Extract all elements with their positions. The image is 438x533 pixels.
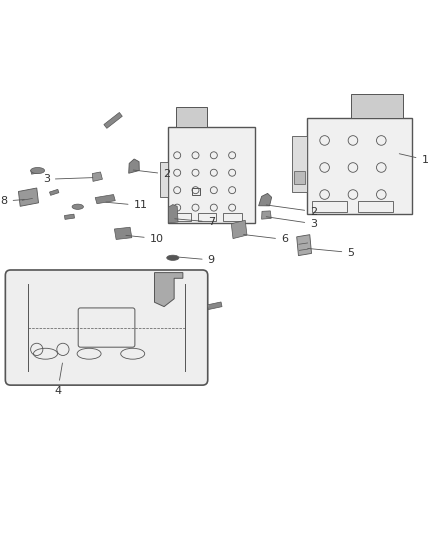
Polygon shape [104, 112, 122, 128]
Polygon shape [169, 205, 178, 223]
Polygon shape [18, 188, 39, 206]
Text: 1: 1 [399, 154, 428, 165]
Text: 9: 9 [179, 255, 215, 265]
Polygon shape [258, 193, 272, 206]
Polygon shape [297, 235, 311, 256]
Text: 10: 10 [126, 233, 164, 244]
Text: 8: 8 [0, 196, 25, 206]
Polygon shape [92, 172, 102, 181]
Polygon shape [261, 211, 271, 219]
Ellipse shape [31, 167, 45, 174]
Polygon shape [307, 118, 412, 214]
Ellipse shape [72, 204, 83, 209]
Polygon shape [31, 168, 41, 174]
Polygon shape [177, 107, 207, 127]
Polygon shape [294, 171, 305, 184]
Text: 5: 5 [308, 247, 354, 257]
Polygon shape [64, 214, 74, 220]
Polygon shape [95, 195, 115, 204]
Polygon shape [155, 272, 183, 306]
Polygon shape [114, 227, 132, 239]
Polygon shape [231, 220, 247, 239]
Polygon shape [129, 159, 139, 173]
Text: 2: 2 [133, 169, 170, 179]
Text: 3: 3 [43, 174, 93, 184]
Text: 11: 11 [106, 200, 148, 211]
Ellipse shape [167, 255, 179, 261]
Text: 4: 4 [54, 363, 63, 396]
Polygon shape [207, 302, 222, 310]
Text: 7: 7 [175, 217, 215, 227]
Polygon shape [168, 127, 255, 223]
Text: 6: 6 [244, 235, 288, 245]
Text: 2: 2 [266, 205, 317, 216]
Polygon shape [292, 136, 307, 192]
FancyBboxPatch shape [5, 270, 208, 385]
Polygon shape [160, 162, 168, 197]
Polygon shape [351, 94, 403, 118]
Text: 3: 3 [266, 217, 317, 229]
Polygon shape [49, 189, 59, 196]
